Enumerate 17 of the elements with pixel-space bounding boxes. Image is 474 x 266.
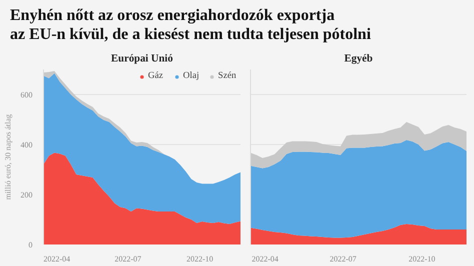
x-tick-label: 2022-07	[114, 254, 142, 264]
x-tick-label: 2022-07	[330, 254, 356, 264]
y-tick-label: 200	[20, 190, 32, 200]
y-tick-label: 600	[20, 90, 32, 100]
x-tick-label: 2022-04	[43, 254, 70, 264]
legend-label: Gáz	[148, 71, 164, 81]
x-tick-label: 2022-10	[186, 254, 214, 264]
y-tick-label: 400	[20, 140, 32, 150]
y-axis-title: millió euró, 30 napos átlag	[4, 114, 12, 200]
x-tick-label: 2022-10	[408, 254, 436, 264]
chart-title: Enyhén nőtt az orosz energiahordozók exportja az EU-n kívül, de a kiesést nem tudta teljesen pótolni	[9, 6, 371, 44]
y-tick-label: 0	[28, 240, 32, 250]
chart-title: Egyéb	[344, 54, 373, 64]
chart-subtitle: Európai Unió	[111, 54, 173, 64]
legend-label: Olaj	[183, 71, 200, 81]
legend-label: Szén	[218, 71, 238, 81]
x-tick-label: 2022-04	[252, 254, 278, 264]
